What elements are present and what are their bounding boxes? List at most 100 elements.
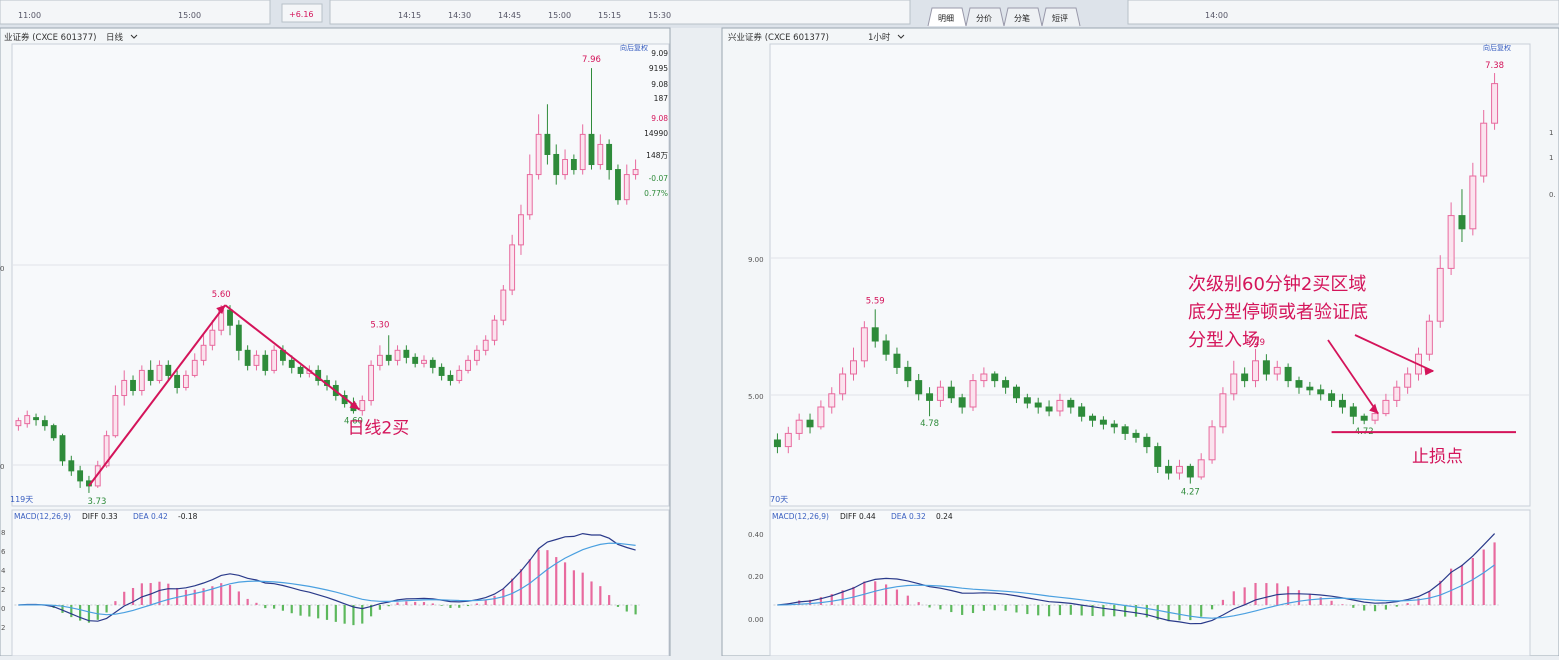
candle-body (1284, 366, 1292, 382)
right-macd-plot (769, 509, 1531, 657)
candle-body (1186, 465, 1194, 478)
candle-body (893, 353, 901, 368)
candle-body (1469, 175, 1477, 230)
candle-body (1252, 360, 1260, 382)
candle-body (235, 324, 242, 351)
candle-body (1045, 406, 1053, 412)
right-macd-dea: DEA 0.32 (891, 512, 926, 521)
candle-body (1208, 426, 1216, 461)
tab-3[interactable] (1041, 7, 1081, 27)
candle-body (1360, 415, 1368, 421)
candle-body (368, 364, 375, 402)
strategy-annotation-line: 次级别60分钟2买区域 (1188, 274, 1366, 295)
left-edge-label: 0 (0, 463, 4, 471)
quote-value: 0.77% (644, 189, 668, 198)
pointer-arrow (1354, 334, 1434, 373)
candle-body (553, 153, 560, 176)
quote-value: 9195 (649, 64, 668, 73)
candle-body (456, 369, 463, 381)
candle-body (112, 395, 119, 437)
candle-body (385, 354, 392, 361)
right-stock-title: 兴业证券 (CXCE 601377) (728, 32, 829, 43)
left-macd-value: -0.18 (178, 512, 198, 521)
left-adjust-button[interactable]: 向后复权 (620, 43, 648, 52)
top-mid-time: 15:15 (598, 11, 621, 20)
tab-1[interactable] (965, 7, 1005, 27)
candle-body (1230, 373, 1238, 395)
top-left-time-1: 11:00 (18, 11, 41, 20)
tab-label[interactable]: 分笔 (1014, 13, 1030, 23)
candle-body (1491, 83, 1499, 124)
buy-point-annotation: 日线2买 (347, 419, 409, 439)
right-price-plot (769, 43, 1531, 507)
candle-body (1110, 423, 1118, 428)
right-annotations: 7.385.595.294.784.274.72止损点次级别60分钟2买区域底分… (866, 61, 1516, 498)
candle-body (1219, 393, 1227, 428)
price-label: 4.27 (1181, 488, 1200, 498)
candle-body (570, 159, 577, 171)
candle-body (191, 359, 198, 376)
tab-label[interactable]: 明细 (938, 13, 954, 23)
candle-body (1089, 415, 1097, 421)
tab-label[interactable]: 短评 (1052, 13, 1068, 23)
price-label: 7.38 (1485, 61, 1504, 71)
candle-body (969, 380, 977, 408)
right-edge-label: 0. (1549, 191, 1556, 199)
candle-body (403, 349, 410, 358)
left-macd-dif: DIFF 0.33 (82, 512, 118, 521)
right-edge-label: 1 (1549, 154, 1553, 162)
top-right-box (1127, 0, 1559, 25)
top-mid-time: 15:00 (548, 11, 571, 20)
candle-body (1480, 122, 1488, 177)
candle-body (535, 133, 542, 176)
candle-body (1447, 215, 1455, 269)
quote-value: 187 (654, 94, 669, 103)
candle-body (77, 470, 84, 482)
left-period-select[interactable]: 日线 (106, 32, 124, 43)
top-mid-times: 14:15 14:30 14:45 15:00 15:15 15:30 (398, 11, 671, 20)
macd-edge-label: 0 (1, 605, 5, 613)
right-period-select[interactable]: 1小时 (868, 32, 891, 43)
candle-body (147, 369, 154, 381)
candle-body (1371, 413, 1379, 421)
price-label: 5.30 (370, 320, 389, 330)
quote-value: 148万 (646, 151, 668, 160)
top-mid-box (329, 0, 911, 25)
right-macd-value: 0.24 (936, 512, 953, 521)
candle-body (1067, 399, 1075, 408)
candle-body (1338, 399, 1346, 408)
right-period-chevron-icon[interactable] (897, 34, 905, 39)
strategy-annotation-line: 分型入场 (1188, 330, 1260, 351)
top-mid-time: 14:30 (448, 11, 471, 20)
candle-body (244, 349, 251, 366)
candle-body (271, 349, 278, 371)
candle-body (1425, 320, 1433, 355)
candle-body (936, 386, 944, 401)
macd-dif-line (777, 533, 1496, 625)
candle-body (359, 400, 366, 412)
tab-0[interactable] (927, 7, 967, 27)
left-period-chevron-icon[interactable] (130, 34, 138, 39)
arrow-head-icon (349, 400, 360, 410)
candle-body (1175, 465, 1183, 474)
candle-body (991, 373, 999, 382)
candle-body (871, 327, 879, 342)
detail-tabs[interactable]: 明细 分价 分笔 短评 (927, 7, 1081, 27)
candle-body (860, 327, 868, 362)
candle-body (1404, 373, 1412, 388)
candle-body (947, 386, 955, 399)
arrow-head-icon (216, 305, 226, 315)
right-adjust-button[interactable]: 向后复权 (1483, 43, 1511, 52)
tab-2[interactable] (1003, 7, 1043, 27)
left-macd-series (14, 532, 640, 626)
macd-dea-line (18, 542, 636, 616)
candle-body (1317, 389, 1325, 395)
macd-edge-label: 2 (1, 586, 5, 594)
right-edge-label: 1 (1549, 129, 1553, 137)
candle-body (1295, 380, 1303, 388)
candle-body (904, 366, 912, 382)
tab-label[interactable]: 分价 (976, 14, 992, 23)
candle-body (1241, 373, 1249, 382)
uptrend-arrow (88, 304, 226, 487)
